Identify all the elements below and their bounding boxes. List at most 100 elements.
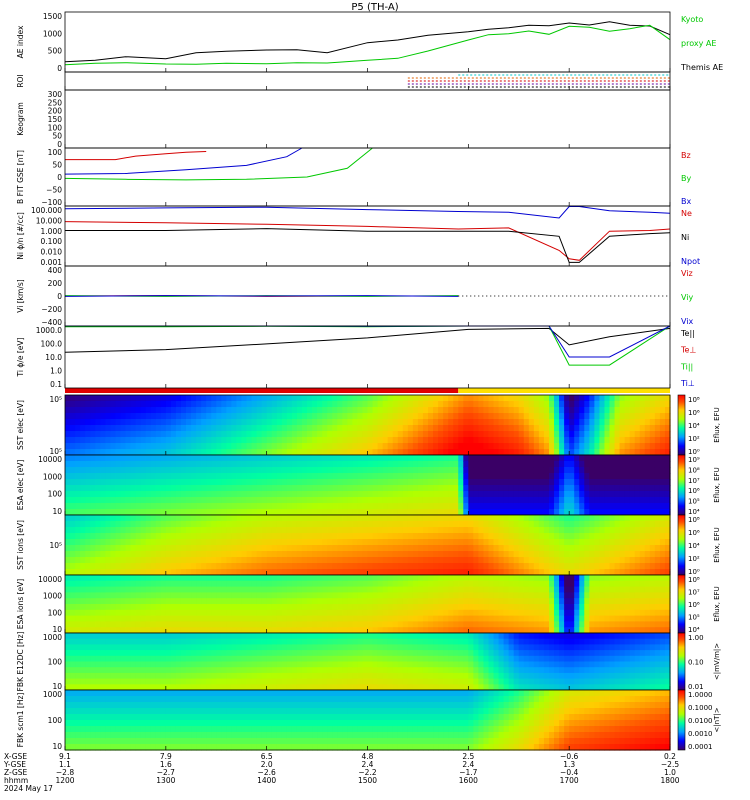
heatmap-cell xyxy=(352,539,359,546)
heatmap-cell xyxy=(382,443,389,450)
heatmap-cell xyxy=(397,455,404,462)
heatmap-cell xyxy=(609,598,616,605)
heatmap-cell xyxy=(140,455,147,462)
heatmap-cell xyxy=(221,491,227,498)
heatmap-cell xyxy=(518,461,525,468)
heatmap-cell xyxy=(433,551,439,558)
heatmap-cell xyxy=(372,527,379,534)
heatmap-cell xyxy=(488,609,495,617)
heatmap-cell xyxy=(508,575,515,582)
heatmap-cell xyxy=(659,443,666,450)
heatmap-cell xyxy=(312,604,318,611)
heatmap-cell xyxy=(619,449,626,456)
heatmap-cell xyxy=(296,479,303,486)
heatmap-cell xyxy=(448,545,454,552)
heatmap-cell xyxy=(458,586,464,593)
heatmap-cell xyxy=(448,461,454,468)
heatmap-cell xyxy=(90,604,96,611)
heatmap-cell xyxy=(196,509,202,516)
heatmap-cell xyxy=(186,557,192,564)
heatmap-cell xyxy=(296,467,303,474)
heatmap-cell xyxy=(609,563,616,570)
heatmap-cell xyxy=(564,425,570,432)
heatmap-cell xyxy=(362,419,369,426)
heatmap-cell xyxy=(629,592,636,599)
heatmap-cell xyxy=(65,455,71,462)
heatmap-cell xyxy=(463,437,469,444)
heatmap-cell xyxy=(528,557,535,564)
heatmap-cell xyxy=(100,491,106,498)
heatmap-cell xyxy=(145,575,152,582)
heatmap-cell xyxy=(412,604,419,611)
heatmap-cell xyxy=(191,401,197,408)
heatmap-cell xyxy=(140,395,147,402)
heatmap-cell xyxy=(533,575,540,582)
heatmap-cell xyxy=(85,431,91,438)
heatmap-cell xyxy=(458,592,464,599)
colorbar-tick-label: 10² xyxy=(688,435,700,443)
heatmap-cell xyxy=(518,503,525,510)
heatmap-cell xyxy=(145,443,152,450)
heatmap-cell xyxy=(422,449,429,456)
heatmap-cell xyxy=(448,467,454,474)
heatmap-cell xyxy=(145,419,152,426)
heatmap-cell xyxy=(644,503,651,510)
legend-entry: Ne xyxy=(681,209,692,218)
heatmap-cell xyxy=(508,569,515,576)
heatmap-cell xyxy=(332,592,338,599)
heatmap-cell xyxy=(317,557,323,564)
heatmap-cell xyxy=(90,395,96,402)
heatmap-cell xyxy=(644,551,651,558)
heatmap-cell xyxy=(70,449,76,456)
heatmap-cell xyxy=(291,455,298,462)
heatmap-cell xyxy=(281,395,288,402)
heatmap-cell xyxy=(256,395,263,402)
heatmap-cell xyxy=(130,485,137,492)
heatmap-cell xyxy=(448,563,454,570)
heatmap-cell xyxy=(654,455,661,462)
heatmap-cell xyxy=(407,592,414,599)
heatmap-cell xyxy=(619,509,626,516)
heatmap-cell xyxy=(554,515,560,522)
heatmap-cell xyxy=(619,521,626,528)
heatmap-cell xyxy=(498,449,505,456)
heatmap-cell xyxy=(412,521,419,528)
heatmap-cell xyxy=(458,509,464,516)
heatmap-cell xyxy=(513,503,520,510)
heatmap-cell xyxy=(392,539,399,546)
heatmap-cell xyxy=(251,401,258,408)
heatmap-cell xyxy=(196,521,202,528)
heatmap-cell xyxy=(211,443,217,450)
heatmap-cell xyxy=(231,598,238,605)
heatmap-cell xyxy=(629,461,636,468)
heatmap-cell xyxy=(327,557,333,564)
heatmap-cell xyxy=(266,395,273,402)
heatmap-cell xyxy=(649,609,656,617)
heatmap-cell xyxy=(236,586,243,593)
heatmap-cell xyxy=(231,557,238,564)
heatmap-cell xyxy=(579,515,585,522)
heatmap-cell xyxy=(589,592,595,599)
heatmap-cell xyxy=(644,491,651,498)
heatmap-cell xyxy=(342,569,348,576)
heatmap-cell xyxy=(412,509,419,516)
heatmap-cell xyxy=(281,461,288,468)
heatmap-cell xyxy=(604,443,611,450)
heatmap-cell xyxy=(604,395,611,402)
heatmap-cell xyxy=(438,473,444,480)
heatmap-cell xyxy=(155,621,162,628)
heatmap-cell xyxy=(417,533,424,540)
heatmap-cell xyxy=(95,425,101,432)
heatmap-cell xyxy=(65,461,71,468)
heatmap-cell xyxy=(458,609,464,617)
heatmap-cell xyxy=(397,598,404,605)
heatmap-cell xyxy=(448,443,454,450)
heatmap-cell xyxy=(478,413,485,420)
heatmap-cell xyxy=(175,615,182,622)
heatmap-cell xyxy=(145,431,152,438)
heatmap-cell xyxy=(231,485,238,492)
heatmap-cell xyxy=(407,598,414,605)
heatmap-cell xyxy=(438,598,444,605)
heatmap-cell xyxy=(301,431,308,438)
heatmap-cell xyxy=(65,604,71,611)
